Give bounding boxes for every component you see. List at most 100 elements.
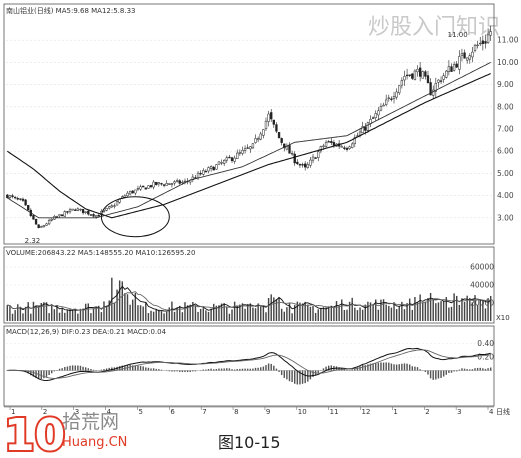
- candle-body: [40, 226, 43, 228]
- candle-body: [311, 156, 315, 161]
- candle-body: [50, 218, 53, 221]
- candle-body: [424, 71, 427, 77]
- time-axis-month-label: 1: [11, 408, 15, 416]
- candle-body: [16, 198, 19, 200]
- candle-body: [34, 219, 38, 225]
- candle-body: [421, 71, 424, 79]
- candle-body: [317, 151, 320, 159]
- price-tick-label: 9.00: [497, 80, 514, 89]
- candle-body: [418, 67, 422, 77]
- candle-body: [202, 170, 205, 175]
- candle-body: [301, 164, 304, 166]
- candle-body: [251, 143, 255, 149]
- candle-body: [340, 146, 343, 148]
- candle-body: [175, 180, 179, 182]
- candle-body: [489, 31, 492, 36]
- candle-body: [270, 112, 273, 120]
- candle-body: [327, 141, 330, 143]
- candle-body: [442, 75, 445, 80]
- candle-body: [450, 66, 453, 72]
- candle-body: [199, 172, 202, 175]
- candle-body: [110, 205, 113, 208]
- candle-body: [466, 57, 469, 61]
- candle-body: [249, 146, 252, 150]
- candle-body: [400, 80, 404, 86]
- candle-body: [280, 138, 283, 143]
- ma-short-line: [7, 61, 491, 219]
- candle-body: [432, 89, 435, 96]
- candle-body: [275, 124, 278, 132]
- time-axis-month-label: 9: [266, 408, 270, 416]
- candle-body: [230, 157, 234, 161]
- candle-body: [348, 146, 351, 149]
- time-axis-month-label: 8: [234, 408, 238, 416]
- candle-body: [408, 74, 411, 76]
- candle-body: [183, 180, 187, 183]
- candle-body: [392, 96, 396, 99]
- time-axis-end-label: 日线: [496, 407, 510, 416]
- price-grid: [6, 39, 492, 219]
- volume-ma5-line: [7, 285, 491, 312]
- candle-body: [332, 142, 336, 146]
- candle-body: [87, 210, 90, 215]
- brand-logo-digits: 10: [4, 410, 65, 458]
- macd-tick-label: 0.40: [477, 339, 494, 348]
- candle-body: [27, 205, 30, 211]
- candle-body: [126, 192, 129, 197]
- candle-body: [426, 75, 430, 84]
- candle-body: [8, 195, 12, 199]
- candle-body: [277, 132, 281, 139]
- candle-body: [398, 85, 401, 94]
- candle-body: [256, 138, 260, 141]
- candle-body: [479, 42, 482, 45]
- time-axis-month-label: 10: [298, 408, 307, 416]
- candle-body: [207, 167, 210, 172]
- volume-unit-label: X10: [496, 314, 510, 322]
- candle-body: [429, 82, 432, 96]
- candle-body: [353, 137, 356, 144]
- candle-body: [463, 52, 466, 59]
- candle-body: [71, 208, 74, 211]
- candle-body: [246, 147, 249, 149]
- time-axis-month-label: 4: [489, 408, 494, 416]
- candle-body: [45, 223, 48, 226]
- candle-body: [115, 201, 119, 206]
- volume-panel-frame: [3, 246, 495, 324]
- candle-body: [11, 195, 14, 197]
- time-axis-month-label: 6: [170, 408, 175, 416]
- candle-body: [343, 147, 346, 149]
- candle-body: [178, 180, 181, 184]
- candle-body: [89, 214, 93, 216]
- price-tick-label: 8.00: [497, 102, 514, 111]
- watermark-text: 炒股入门知识: [368, 15, 500, 40]
- price-tick-label: 6.00: [497, 147, 514, 156]
- time-axis-month-label: 3: [75, 408, 79, 416]
- candle-body: [366, 122, 370, 131]
- candle-body: [21, 198, 25, 201]
- figure-caption: 图10-15: [218, 433, 281, 452]
- candle-body: [196, 172, 200, 178]
- candle-body: [241, 150, 244, 154]
- ma-long-line: [6, 73, 491, 219]
- price-candles: [6, 25, 492, 229]
- candle-body: [228, 156, 231, 159]
- candle-body: [142, 185, 145, 188]
- candle-body: [293, 153, 296, 164]
- macd-dea-line: [7, 349, 491, 379]
- candle-body: [42, 225, 46, 228]
- candle-body: [19, 198, 22, 200]
- price-tick-label: 3.00: [497, 213, 514, 222]
- candle-body: [458, 56, 461, 70]
- candle-body: [181, 181, 184, 184]
- candle-body: [345, 147, 349, 150]
- macd-tick-label: 0.20: [477, 353, 494, 362]
- candle-body: [157, 182, 161, 185]
- candle-body: [149, 185, 153, 188]
- candle-body: [455, 63, 458, 68]
- time-axis: 1 2 3 4 5 6 7 8 9 10 11 12 1 2 3 4: [4, 406, 494, 416]
- candle-body: [58, 214, 61, 217]
- candle-body: [220, 162, 223, 164]
- candle-body: [152, 181, 155, 188]
- candle-body: [473, 44, 477, 51]
